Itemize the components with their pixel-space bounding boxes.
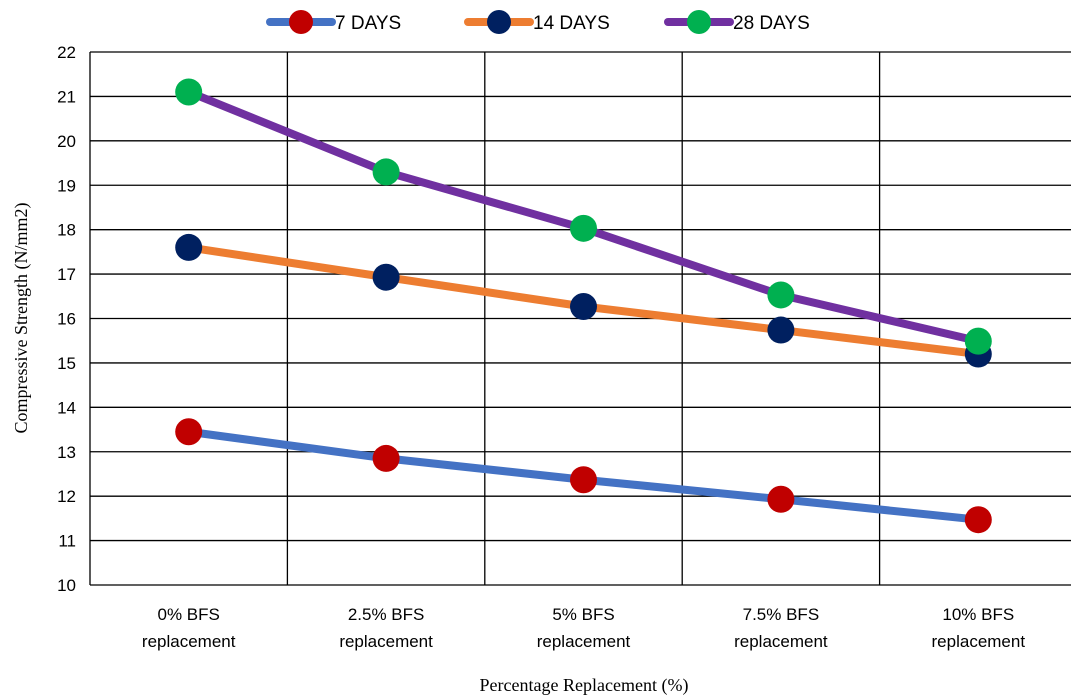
data-point (964, 506, 992, 534)
y-tick-label: 17 (57, 265, 76, 284)
data-point (767, 316, 795, 344)
data-point (964, 327, 992, 355)
y-axis-title: Compressive Strength (N/mm2) (11, 203, 32, 434)
y-tick-label: 10 (57, 576, 76, 595)
y-axis-ticks: 10 11 12 13 14 15 16 17 18 19 20 21 22 (57, 43, 76, 595)
series-14-days (175, 233, 992, 368)
x-tick-label: 10% BFS replacement (932, 605, 1026, 651)
legend-marker (487, 10, 511, 34)
data-point (570, 214, 597, 242)
data-point (767, 485, 795, 513)
legend-marker (687, 10, 711, 34)
x-tick-label: 0% BFS replacement (142, 605, 236, 651)
series-28-days (175, 78, 992, 355)
y-tick-label: 16 (57, 310, 76, 329)
x-tick-label: 5% BFS replacement (537, 605, 631, 651)
y-tick-label: 15 (57, 354, 76, 373)
series (175, 78, 992, 534)
x-tick-label: 7.5% BFS replacement (734, 605, 828, 651)
y-tick-label: 12 (57, 487, 76, 506)
data-point (570, 466, 597, 494)
data-point (175, 233, 203, 261)
legend-label: 14 DAYS (533, 13, 610, 34)
y-tick-label: 21 (57, 87, 76, 106)
legend-item: 7 DAYS (266, 10, 401, 34)
series-7-days (175, 418, 992, 534)
data-point (372, 263, 400, 291)
legend-item: 14 DAYS (464, 10, 610, 34)
legend-label: 7 DAYS (335, 13, 401, 34)
x-tick-label: 2.5% BFS replacement (339, 605, 433, 651)
y-tick-label: 19 (57, 176, 76, 195)
legend: 7 DAYS 14 DAYS 28 DAYS (266, 10, 810, 34)
y-tick-label: 11 (58, 532, 76, 551)
data-point (570, 293, 597, 321)
data-point (372, 158, 400, 186)
y-tick-label: 14 (57, 398, 76, 417)
data-point (175, 418, 203, 446)
x-axis-ticks: 0% BFS replacement 2.5% BFS replacement 5% B… (142, 605, 1025, 651)
legend-item: 28 DAYS (664, 10, 810, 34)
y-tick-label: 20 (57, 132, 76, 151)
legend-marker (289, 10, 313, 34)
y-tick-label: 18 (57, 221, 76, 240)
y-tick-label: 22 (57, 43, 76, 62)
y-tick-label: 13 (57, 443, 76, 462)
x-axis-title: Percentage Replacement (%) (480, 675, 689, 696)
data-point (767, 281, 795, 309)
legend-label: 28 DAYS (733, 13, 810, 34)
data-point (372, 444, 400, 472)
data-point (175, 78, 203, 106)
